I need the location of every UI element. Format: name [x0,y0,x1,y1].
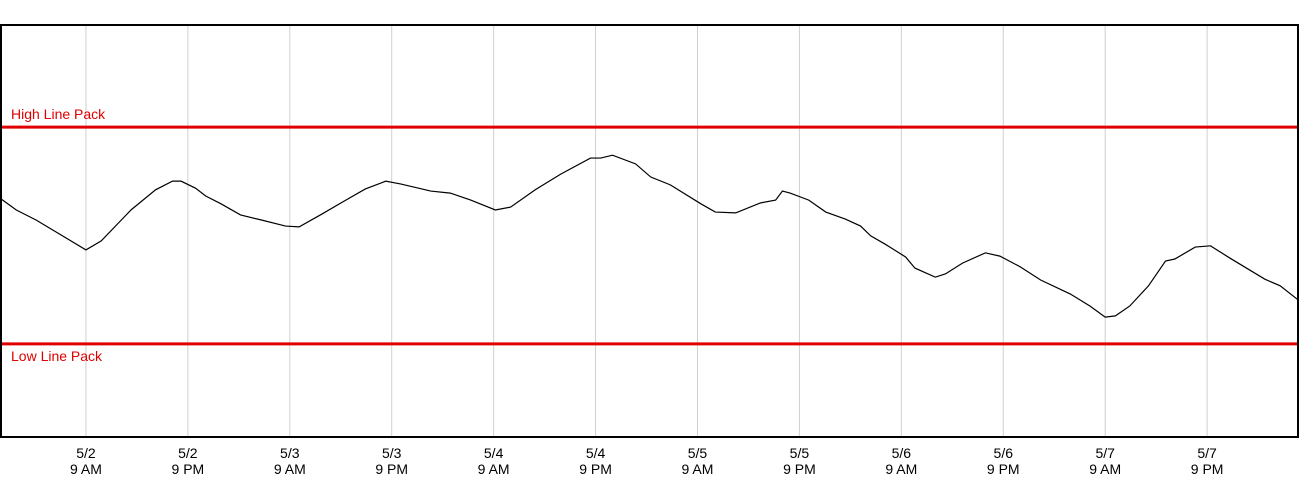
x-tick-label: 5/7 9 PM [1191,445,1224,477]
x-tick-label: 5/3 9 PM [375,445,408,477]
x-tick-label: 5/2 9 PM [172,445,205,477]
x-tick-label: 5/5 9 PM [783,445,816,477]
x-tick-label: 5/5 9 AM [682,445,714,477]
x-tick-label: 5/6 9 AM [885,445,917,477]
plot-border [0,24,1299,438]
x-tick-label: 5/4 9 AM [478,445,510,477]
x-tick-label: 5/7 9 AM [1089,445,1121,477]
x-tick-label: 5/4 9 PM [579,445,612,477]
x-tick-label: 5/3 9 AM [274,445,306,477]
x-tick-label: 5/2 9 AM [70,445,102,477]
x-tick-label: 5/6 9 PM [987,445,1020,477]
reference-label: High Line Pack [11,106,106,122]
data-line [0,154,1299,318]
reference-label: Low Line Pack [11,348,103,364]
